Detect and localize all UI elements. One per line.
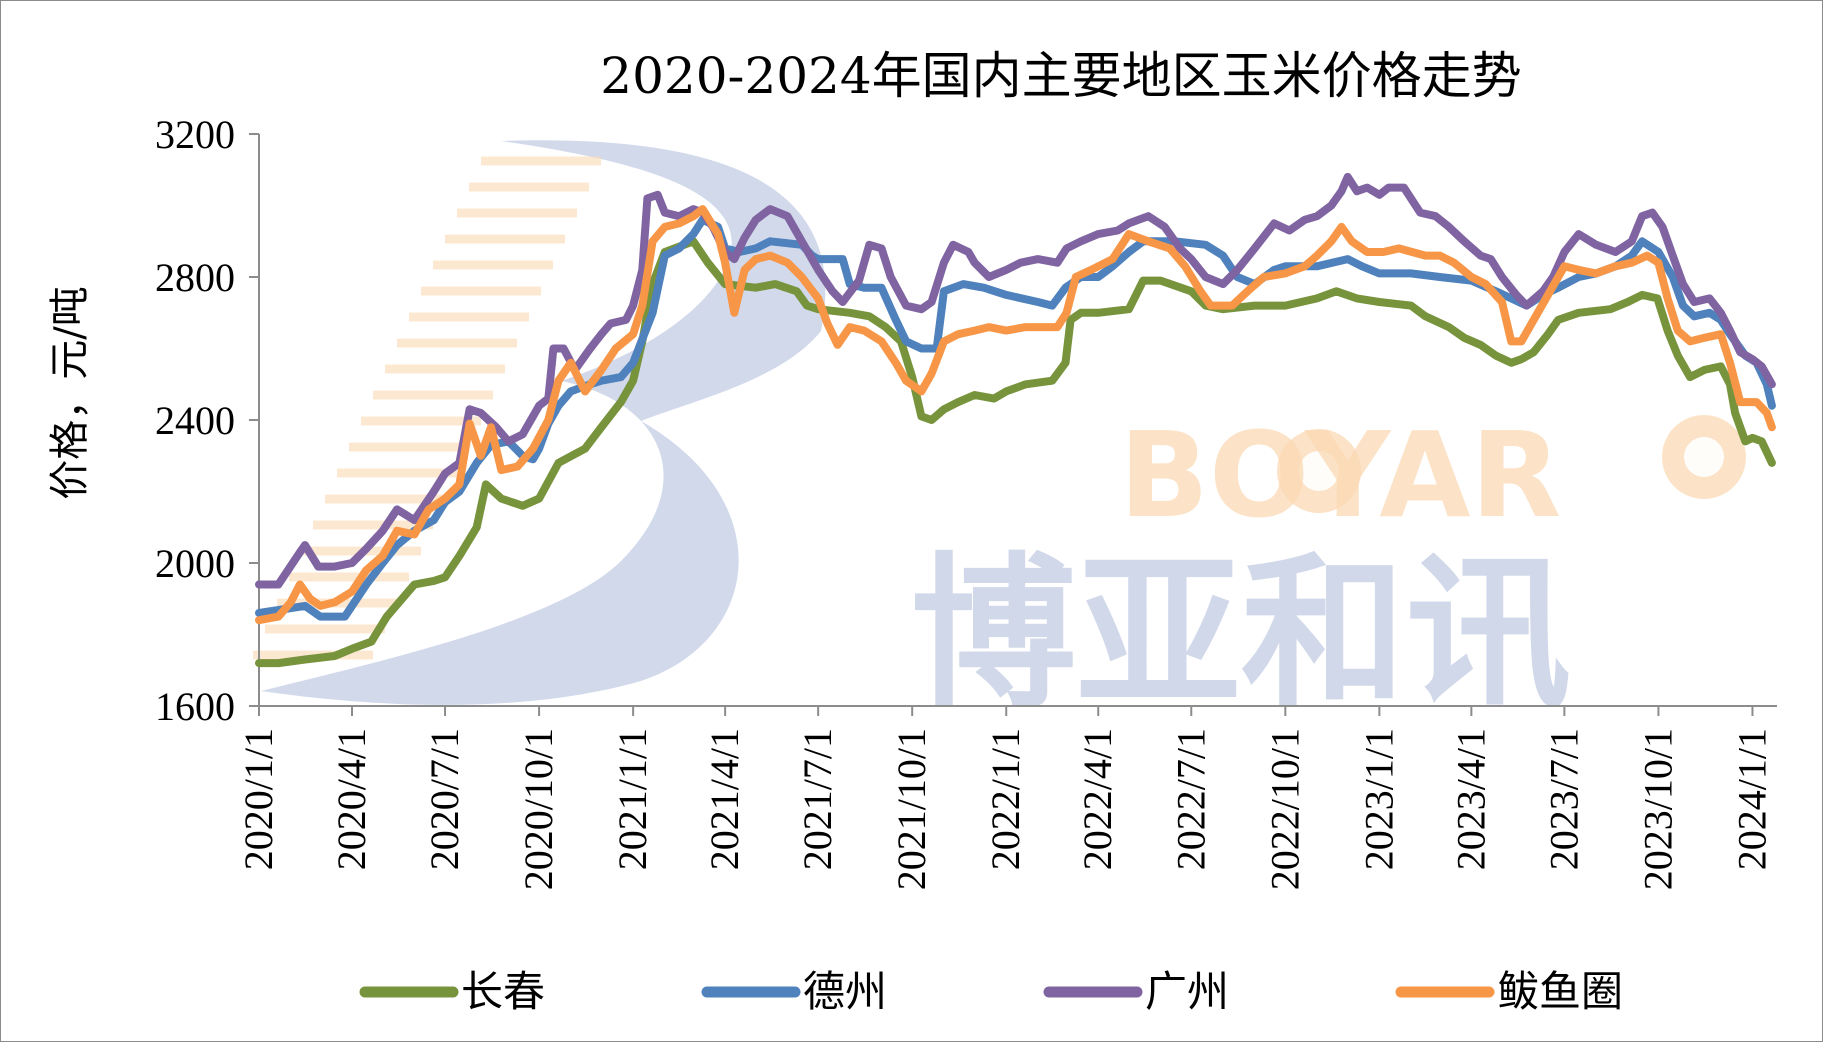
y-tick-label: 3200: [155, 112, 235, 157]
x-tick-label: 2021/7/1: [795, 728, 840, 870]
legend-item-dezhou: 德州: [701, 967, 887, 1016]
watermark-latin-text: BOYAR: [1119, 406, 1561, 544]
x-tick-label: 2023/4/1: [1448, 728, 1493, 870]
x-tick-label: 2021/1/1: [610, 728, 655, 870]
axes: 1600 2000 2400 2800 3200 2020/1/1 2020/4/1 2020…: [155, 112, 1777, 890]
legend-label-dezhou: 德州: [803, 967, 887, 1016]
legend-label-guangzhou: 广州: [1145, 967, 1229, 1016]
chart-title: 2020-2024年国内主要地区玉米价格走势: [600, 47, 1521, 105]
x-tick-label: 2020/7/1: [422, 728, 467, 870]
x-tick-label: 2020/1/1: [236, 728, 281, 870]
series-line-bayuquan: [255, 205, 1776, 625]
x-tick-label: 2023/10/1: [1635, 728, 1680, 890]
x-tick-label: 2023/7/1: [1541, 728, 1586, 870]
watermark-chinese-text: 博亚和讯: [911, 538, 1571, 730]
y-tick-label: 2000: [155, 541, 235, 586]
plot-series: [255, 172, 1776, 668]
x-tick-label: 2022/4/1: [1075, 728, 1120, 870]
x-tick-label: 2024/1/1: [1729, 728, 1774, 870]
series-line-guangzhou: [255, 172, 1776, 589]
x-tick-label: 2022/1/1: [983, 728, 1028, 870]
boyar-watermark: BOYAR 博亚和讯: [253, 140, 1746, 730]
watermark-swoosh-shape: [261, 140, 826, 705]
x-tick-label: 2022/10/1: [1262, 728, 1307, 890]
x-tick-label: 2022/7/1: [1168, 728, 1213, 870]
legend-item-changchun: 长春: [359, 967, 545, 1016]
x-tick-label: 2021/10/1: [889, 728, 934, 890]
legend-label-bayuquan: 鲅鱼圈: [1497, 967, 1623, 1016]
watermark-sun-core: [1684, 437, 1724, 477]
legend-item-guangzhou: 广州: [1043, 967, 1229, 1016]
watermark-sun-core: [1299, 451, 1339, 491]
y-axis-label: 价格，元/吨: [47, 286, 93, 499]
x-tick-label: 2023/1/1: [1356, 728, 1401, 870]
y-tick-label: 1600: [155, 684, 235, 729]
y-tick-label: 2800: [155, 255, 235, 300]
legend-item-bayuquan: 鲅鱼圈: [1395, 967, 1623, 1016]
x-tick-label: 2020/10/1: [516, 728, 561, 890]
x-tick-label: 2021/4/1: [702, 728, 747, 870]
y-tick-label: 2400: [155, 398, 235, 443]
legend-label-changchun: 长春: [461, 967, 545, 1016]
watermark-stripes: [253, 156, 1746, 660]
legend: 长春 德州 广州 鲅鱼圈: [359, 967, 1623, 1016]
series-line-changchun: [255, 237, 1776, 668]
x-tick-label: 2020/4/1: [329, 728, 374, 870]
